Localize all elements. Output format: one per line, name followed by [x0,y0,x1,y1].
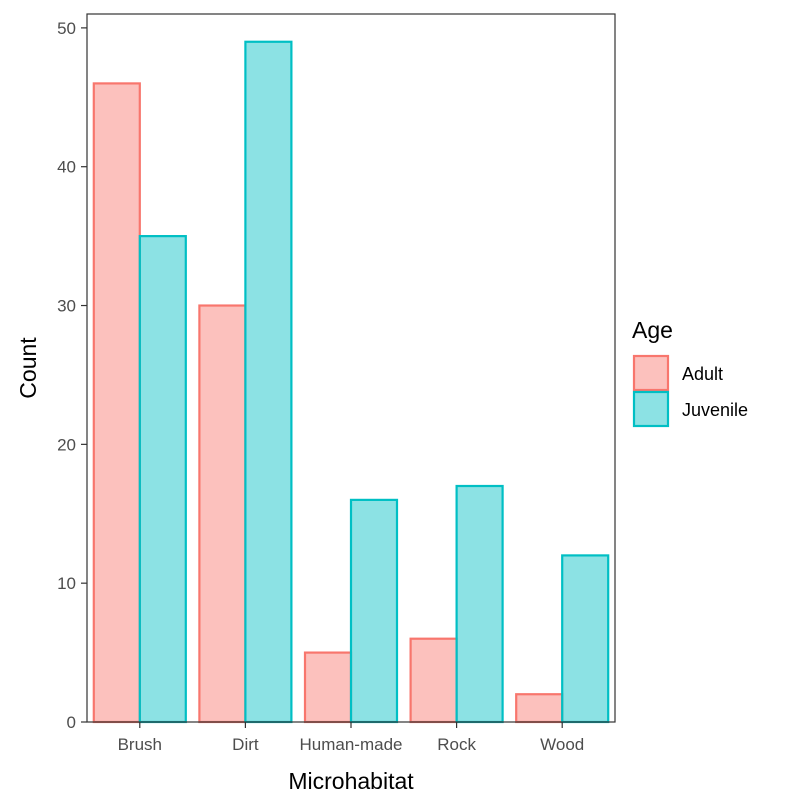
bar-juvenile-rock [455,484,504,724]
x-tick-label: Rock [437,735,476,754]
y-tick-label: 40 [57,158,76,177]
y-tick-label: 0 [67,713,76,732]
bar-juvenile-dirt [244,40,293,724]
bar-juvenile-wood [561,554,610,724]
bar-adult-human-made [303,651,353,724]
x-tick-label: Dirt [232,735,259,754]
x-tick-label: Brush [118,735,162,754]
legend-key-adult [632,354,670,392]
y-axis-title: Count [15,337,41,399]
legend-key-juvenile [632,390,670,428]
plot-bars [92,40,610,724]
x-axis: Brush Dirt Human-made Rock Wood [118,722,584,754]
legend-title: Age [632,317,673,343]
y-axis: 0 10 20 30 40 50 [57,19,87,732]
bar-adult-brush [92,82,141,724]
bar-juvenile-brush [138,235,187,724]
legend-label-juvenile: Juvenile [682,400,748,420]
x-tick-label: Human-made [300,735,403,754]
bar-adult-rock [409,637,458,724]
y-tick-label: 50 [57,19,76,38]
y-tick-label: 20 [57,435,76,454]
legend: Age Adult Juvenile [632,317,748,428]
x-axis-title: Microhabitat [288,768,414,794]
bar-juvenile-human-made [349,498,399,724]
y-tick-label: 30 [57,297,76,316]
legend-label-adult: Adult [682,364,723,384]
y-tick-label: 10 [57,574,76,593]
bar-adult-dirt [198,304,247,724]
x-tick-label: Wood [540,735,584,754]
bar-adult-wood [515,693,564,724]
